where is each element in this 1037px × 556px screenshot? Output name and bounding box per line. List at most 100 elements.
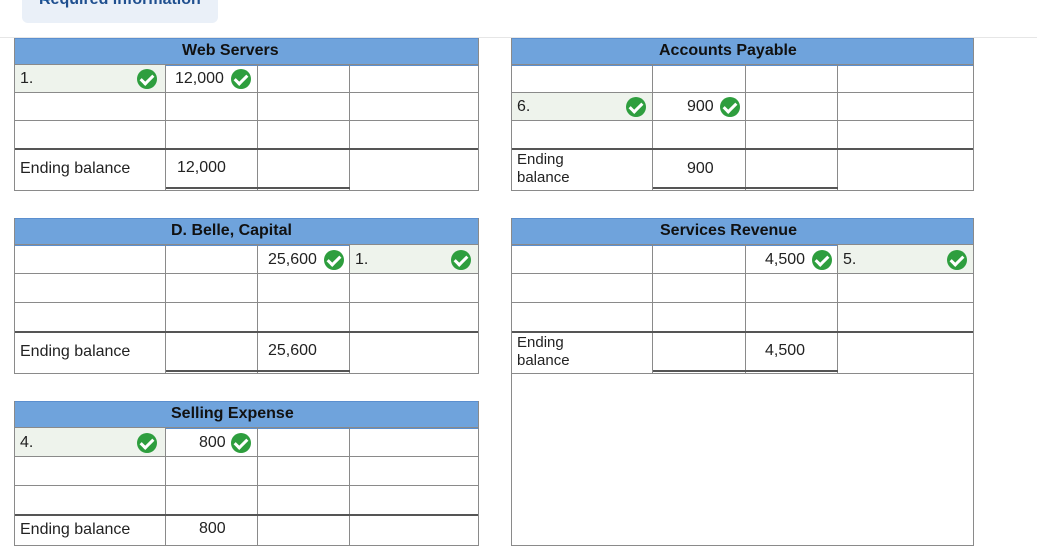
debit-ref-select[interactable] bbox=[512, 121, 653, 149]
double-underline bbox=[166, 370, 350, 372]
debit-ref-select[interactable] bbox=[15, 486, 166, 515]
debit-amount-input[interactable] bbox=[166, 121, 258, 149]
ending-credit-input[interactable] bbox=[258, 516, 350, 545]
credit-amount-input[interactable] bbox=[258, 274, 350, 303]
credit-ref-select[interactable]: 5. bbox=[838, 245, 973, 274]
account-header: D. Belle, Capital bbox=[15, 218, 478, 246]
ending-amount: 4,500 bbox=[765, 342, 806, 359]
credit-ref-select[interactable] bbox=[350, 428, 478, 457]
credit-amount-input[interactable] bbox=[258, 428, 350, 457]
account-header: Selling Expense bbox=[15, 401, 478, 429]
debit-amount-input[interactable]: 900 bbox=[653, 93, 746, 121]
credit-amount-input[interactable] bbox=[746, 274, 838, 303]
debit-amount-input[interactable] bbox=[166, 93, 258, 121]
debit-ref-select[interactable]: 1. bbox=[15, 65, 166, 93]
ending-amount: 900 bbox=[687, 160, 714, 177]
double-underline bbox=[653, 187, 838, 189]
debit-ref-select[interactable] bbox=[512, 65, 653, 93]
debit-amount-input[interactable] bbox=[166, 245, 258, 274]
credit-amount-input[interactable] bbox=[746, 121, 838, 149]
debit-ref-select[interactable] bbox=[15, 245, 166, 274]
debit-amount-input[interactable] bbox=[166, 457, 258, 486]
credit-ref-select[interactable] bbox=[838, 93, 973, 121]
debit-amount-input[interactable] bbox=[653, 274, 746, 303]
debit-ref-select[interactable] bbox=[15, 93, 166, 121]
ending-credit-input[interactable]: 4,500 bbox=[746, 333, 838, 373]
required-information-tab[interactable]: Required information bbox=[22, 0, 218, 23]
debit-ref-select[interactable] bbox=[512, 274, 653, 303]
debit-ref-select[interactable] bbox=[512, 303, 653, 332]
credit-ref-select[interactable] bbox=[350, 486, 478, 515]
ending-debit-input[interactable]: 900 bbox=[653, 150, 746, 190]
ending-credit-input[interactable]: 25,600 bbox=[258, 333, 350, 373]
ending-balance-label: Ending balance bbox=[517, 334, 570, 369]
debit-amount-input[interactable] bbox=[166, 486, 258, 515]
ending-balance-label: Ending balance bbox=[20, 160, 131, 177]
credit-amount-input[interactable] bbox=[258, 121, 350, 149]
credit-amount-input[interactable] bbox=[746, 303, 838, 332]
ending-blank-cell bbox=[838, 150, 973, 190]
credit-amount-input[interactable] bbox=[258, 303, 350, 332]
debit-ref-select[interactable]: 4. bbox=[15, 428, 166, 457]
ending-credit-input[interactable] bbox=[746, 150, 838, 190]
debit-amount-input[interactable]: 12,000 bbox=[166, 65, 258, 93]
info-circle-icon bbox=[35, 0, 57, 1]
credit-ref-select[interactable] bbox=[838, 121, 973, 149]
debit-amount-input[interactable] bbox=[166, 274, 258, 303]
ending-amount: 25,600 bbox=[268, 342, 317, 359]
ending-blank-cell bbox=[350, 333, 478, 373]
check-icon bbox=[231, 69, 251, 89]
debit-ref-select[interactable] bbox=[15, 457, 166, 486]
check-icon bbox=[137, 433, 157, 453]
ending-balance-label-cell: Ending balance bbox=[15, 150, 166, 190]
credit-amount-input[interactable]: 4,500 bbox=[746, 245, 838, 274]
credit-amount-input[interactable]: 25,600 bbox=[258, 245, 350, 274]
check-icon bbox=[812, 250, 832, 270]
debit-amount-input[interactable] bbox=[653, 121, 746, 149]
credit-amount-input[interactable] bbox=[258, 93, 350, 121]
credit-ref-select[interactable] bbox=[350, 274, 478, 303]
credit-ref-select[interactable] bbox=[838, 303, 973, 332]
debit-ref-select[interactable] bbox=[512, 245, 653, 274]
account-title: Accounts Payable bbox=[659, 42, 797, 59]
ending-debit-input[interactable]: 800 bbox=[166, 516, 258, 545]
ending-debit-input[interactable]: 12,000 bbox=[166, 150, 258, 190]
debit-amount-input[interactable] bbox=[653, 65, 746, 93]
ending-debit-input[interactable] bbox=[166, 333, 258, 373]
ending-credit-input[interactable] bbox=[258, 150, 350, 190]
credit-amount-input[interactable] bbox=[258, 65, 350, 93]
debit-amount-input[interactable] bbox=[653, 245, 746, 274]
check-icon bbox=[626, 97, 646, 117]
debit-ref-select[interactable] bbox=[15, 274, 166, 303]
entry-ref: 4. bbox=[20, 434, 34, 451]
credit-ref-select[interactable]: 1. bbox=[350, 245, 478, 274]
account-title: D. Belle, Capital bbox=[171, 222, 292, 239]
check-icon bbox=[137, 69, 157, 89]
credit-ref-select[interactable] bbox=[350, 121, 478, 149]
check-icon bbox=[324, 250, 344, 270]
credit-ref-select[interactable] bbox=[350, 457, 478, 486]
debit-ref-select[interactable] bbox=[15, 121, 166, 149]
double-underline bbox=[166, 187, 350, 189]
credit-amount-input[interactable] bbox=[746, 93, 838, 121]
credit-ref-select[interactable] bbox=[350, 303, 478, 332]
taccount-belle-capital: D. Belle, Capital 25,600 1. Ending balan… bbox=[14, 218, 479, 374]
debit-ref-select[interactable]: 6. bbox=[512, 93, 653, 121]
debit-amount-input[interactable] bbox=[166, 303, 258, 332]
credit-amount-input[interactable] bbox=[258, 486, 350, 515]
credit-ref-select[interactable] bbox=[838, 274, 973, 303]
ending-debit-input[interactable] bbox=[653, 333, 746, 373]
credit-ref-select[interactable] bbox=[350, 65, 478, 93]
credit-ref-select[interactable] bbox=[838, 65, 973, 93]
ending-amount: 800 bbox=[199, 520, 226, 537]
check-icon bbox=[231, 433, 251, 453]
credit-amount-input[interactable] bbox=[746, 65, 838, 93]
debit-amount-input[interactable]: 800 bbox=[166, 428, 258, 457]
ending-blank-cell bbox=[350, 150, 478, 190]
credit-ref-select[interactable] bbox=[350, 93, 478, 121]
debit-amount-input[interactable] bbox=[653, 303, 746, 332]
ending-blank-cell bbox=[838, 333, 973, 373]
credit-amount-input[interactable] bbox=[258, 457, 350, 486]
debit-ref-select[interactable] bbox=[15, 303, 166, 332]
ending-balance-label-cell: Ending balance bbox=[15, 516, 166, 545]
